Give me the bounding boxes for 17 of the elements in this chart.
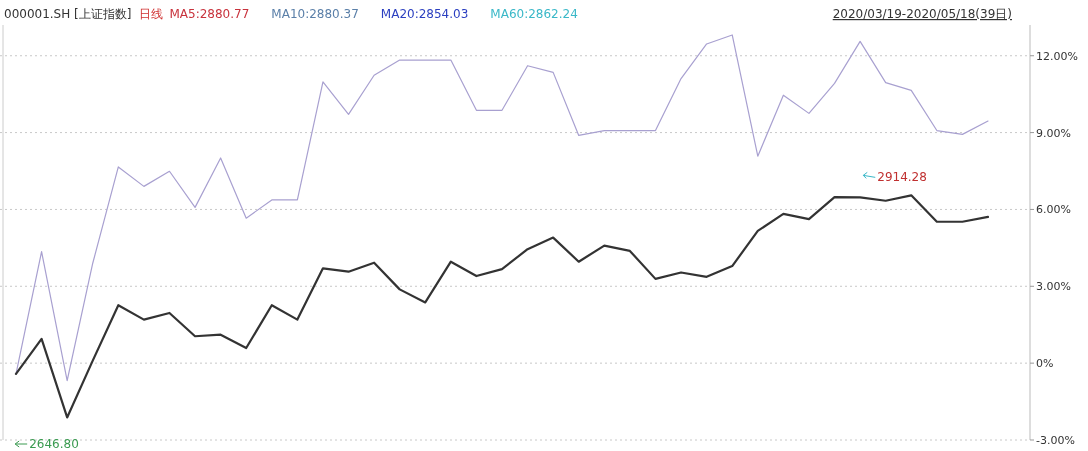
text: 2020/03/19-2020/05/18(39日) — [832, 7, 1012, 21]
text: MA20:2854.03 — [380, 7, 469, 21]
y-tick-label: 6.00% — [1036, 203, 1071, 217]
text: 日线 — [139, 7, 164, 21]
y-tick-label: 12.00% — [1036, 49, 1078, 63]
y-tick-label: 9.00% — [1036, 126, 1071, 140]
text: MA5:2880.77 — [169, 7, 250, 21]
y-tick-label: -3.00% — [1036, 434, 1075, 447]
annotation: 2914.28 — [877, 170, 927, 185]
annotation: 2646.80 — [29, 437, 79, 451]
line-series — [15, 34, 989, 382]
y-tick-label: 3.00% — [1036, 280, 1071, 294]
text: MA10:2880.37 — [271, 7, 359, 21]
chart-title: 000001.SH [上证指数] — [4, 7, 132, 21]
line-series — [14, 194, 990, 419]
text: MA60:2862.24 — [490, 7, 578, 21]
y-tick-label: 0% — [1036, 357, 1054, 371]
